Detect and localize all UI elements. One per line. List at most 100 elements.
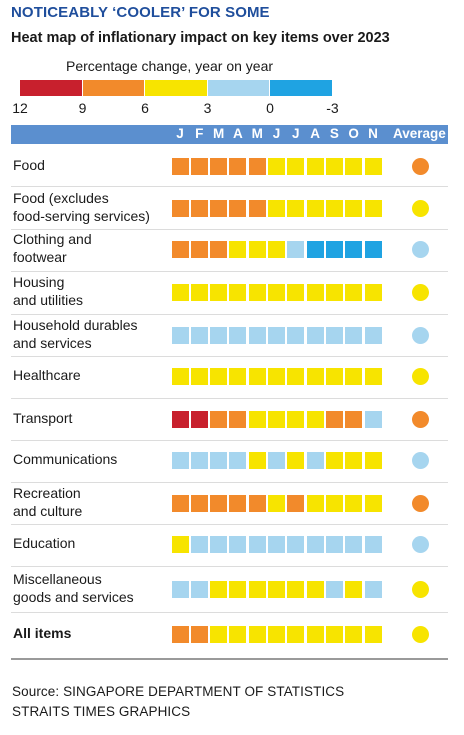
- heatmap-cell: [268, 240, 285, 258]
- heatmap-cell: [287, 494, 305, 512]
- heatmap-cell: [287, 367, 305, 385]
- row-label: Healthcare: [13, 367, 81, 383]
- row-label: Housing and utilities: [13, 274, 84, 308]
- month-header-8: A: [310, 126, 320, 141]
- heatmap-cell: [287, 283, 305, 301]
- chart-subtitle: Heat map of inflationary impact on key i…: [11, 30, 390, 46]
- heatmap-cell: [325, 580, 343, 598]
- heatmap-cell: [306, 240, 324, 258]
- heatmap-cell: [306, 199, 324, 217]
- average-dot: [411, 157, 429, 175]
- heatmap-cell: [229, 410, 247, 428]
- heatmap-cell: [268, 494, 285, 512]
- legend-swatch-0-to--3: [270, 80, 332, 96]
- heatmap-cell: [171, 157, 189, 175]
- heatmap-cell: [287, 240, 305, 258]
- heatmap-cell: [306, 625, 324, 643]
- heatmap-cell: [171, 410, 189, 428]
- heatmap-cell: [325, 240, 343, 258]
- heatmap-cell: [325, 494, 343, 512]
- heatmap-cell: [345, 157, 363, 175]
- heatmap-cell: [229, 199, 247, 217]
- heatmap-cell: [190, 625, 208, 643]
- heatmap-cell: [268, 535, 285, 553]
- row-label: Transport: [13, 410, 73, 426]
- heatmap-cell: [248, 326, 266, 344]
- source-note: Source: SINGAPORE DEPARTMENT OF STATISTI…: [12, 684, 345, 699]
- heatmap-cell: [171, 580, 189, 598]
- average-column-label: Average: [393, 126, 446, 141]
- row-divider: [11, 186, 448, 187]
- average-dot: [411, 199, 429, 217]
- heatmap-cell: [171, 625, 189, 643]
- heatmap-cell: [268, 625, 285, 643]
- heatmap-cell: [248, 625, 266, 643]
- heatmap-cell: [229, 240, 247, 258]
- month-header-5: M: [251, 126, 263, 141]
- heatmap-cell: [287, 451, 305, 469]
- heatmap-cell: [190, 367, 208, 385]
- heatmap-cell: [306, 494, 324, 512]
- heatmap-cell: [287, 625, 305, 643]
- heatmap-cell: [268, 283, 285, 301]
- heatmap-cell: [248, 494, 266, 512]
- heatmap-cell: [171, 535, 189, 553]
- heatmap-cell: [190, 410, 208, 428]
- heatmap-cell: [364, 625, 382, 643]
- row-divider: [11, 566, 448, 567]
- legend-tick-label: 9: [78, 100, 87, 116]
- legend-tick-label: 3: [203, 100, 212, 116]
- month-header-1: J: [176, 126, 184, 141]
- heatmap-cell: [364, 326, 382, 344]
- heatmap-cell: [345, 283, 363, 301]
- heatmap-cell: [325, 326, 343, 344]
- legend-swatch-12-to-9: [20, 80, 82, 96]
- heatmap-cell: [210, 535, 228, 553]
- heatmap-cell: [229, 625, 247, 643]
- heatmap-cell: [364, 535, 382, 553]
- month-header-7: J: [292, 126, 300, 141]
- heatmap-cell: [364, 451, 382, 469]
- month-header-4: A: [233, 126, 243, 141]
- heatmap-cell: [248, 283, 266, 301]
- heatmap-cell: [287, 199, 305, 217]
- heatmap-cell: [364, 494, 382, 512]
- heatmap-cell: [171, 283, 189, 301]
- month-header-9: S: [329, 126, 339, 141]
- row-divider: [11, 398, 448, 399]
- heatmap-cell: [268, 199, 285, 217]
- row-label: Education: [13, 535, 76, 551]
- heatmap-cell: [190, 283, 208, 301]
- heatmap-cell: [171, 199, 189, 217]
- average-dot: [411, 625, 429, 643]
- graphics-credit: STRAITS TIMES GRAPHICS: [12, 704, 191, 719]
- row-divider: [11, 229, 448, 230]
- row-label: Household durables and services: [13, 317, 138, 351]
- heatmap-cell: [287, 535, 305, 553]
- heatmap-cell: [248, 240, 266, 258]
- row-divider: [11, 271, 448, 272]
- row-label: Clothing and footwear: [13, 231, 92, 265]
- heatmap-cell: [364, 199, 382, 217]
- heatmap-cell: [325, 157, 343, 175]
- legend-title: Percentage change, year on year: [66, 58, 274, 74]
- heatmap-cell: [210, 625, 228, 643]
- heatmap-cell: [229, 580, 247, 598]
- heatmap-cell: [190, 157, 208, 175]
- heatmap-cell: [325, 410, 343, 428]
- heatmap-cell: [190, 580, 208, 598]
- heatmap-cell: [306, 157, 324, 175]
- heatmap-cell: [287, 410, 305, 428]
- average-dot: [411, 410, 429, 428]
- heatmap-cell: [364, 410, 382, 428]
- heatmap-cell: [248, 535, 266, 553]
- month-header-3: M: [212, 126, 225, 141]
- heatmap-cell: [171, 451, 189, 469]
- month-header-6: J: [272, 126, 281, 141]
- heatmap-cell: [268, 157, 285, 175]
- heatmap-cell: [248, 157, 266, 175]
- heatmap-cell: [248, 451, 266, 469]
- heatmap-cell: [210, 580, 228, 598]
- heatmap-cell: [345, 494, 363, 512]
- heatmap-cell: [306, 535, 324, 553]
